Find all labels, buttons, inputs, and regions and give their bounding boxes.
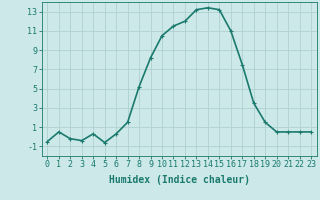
- X-axis label: Humidex (Indice chaleur): Humidex (Indice chaleur): [109, 175, 250, 185]
